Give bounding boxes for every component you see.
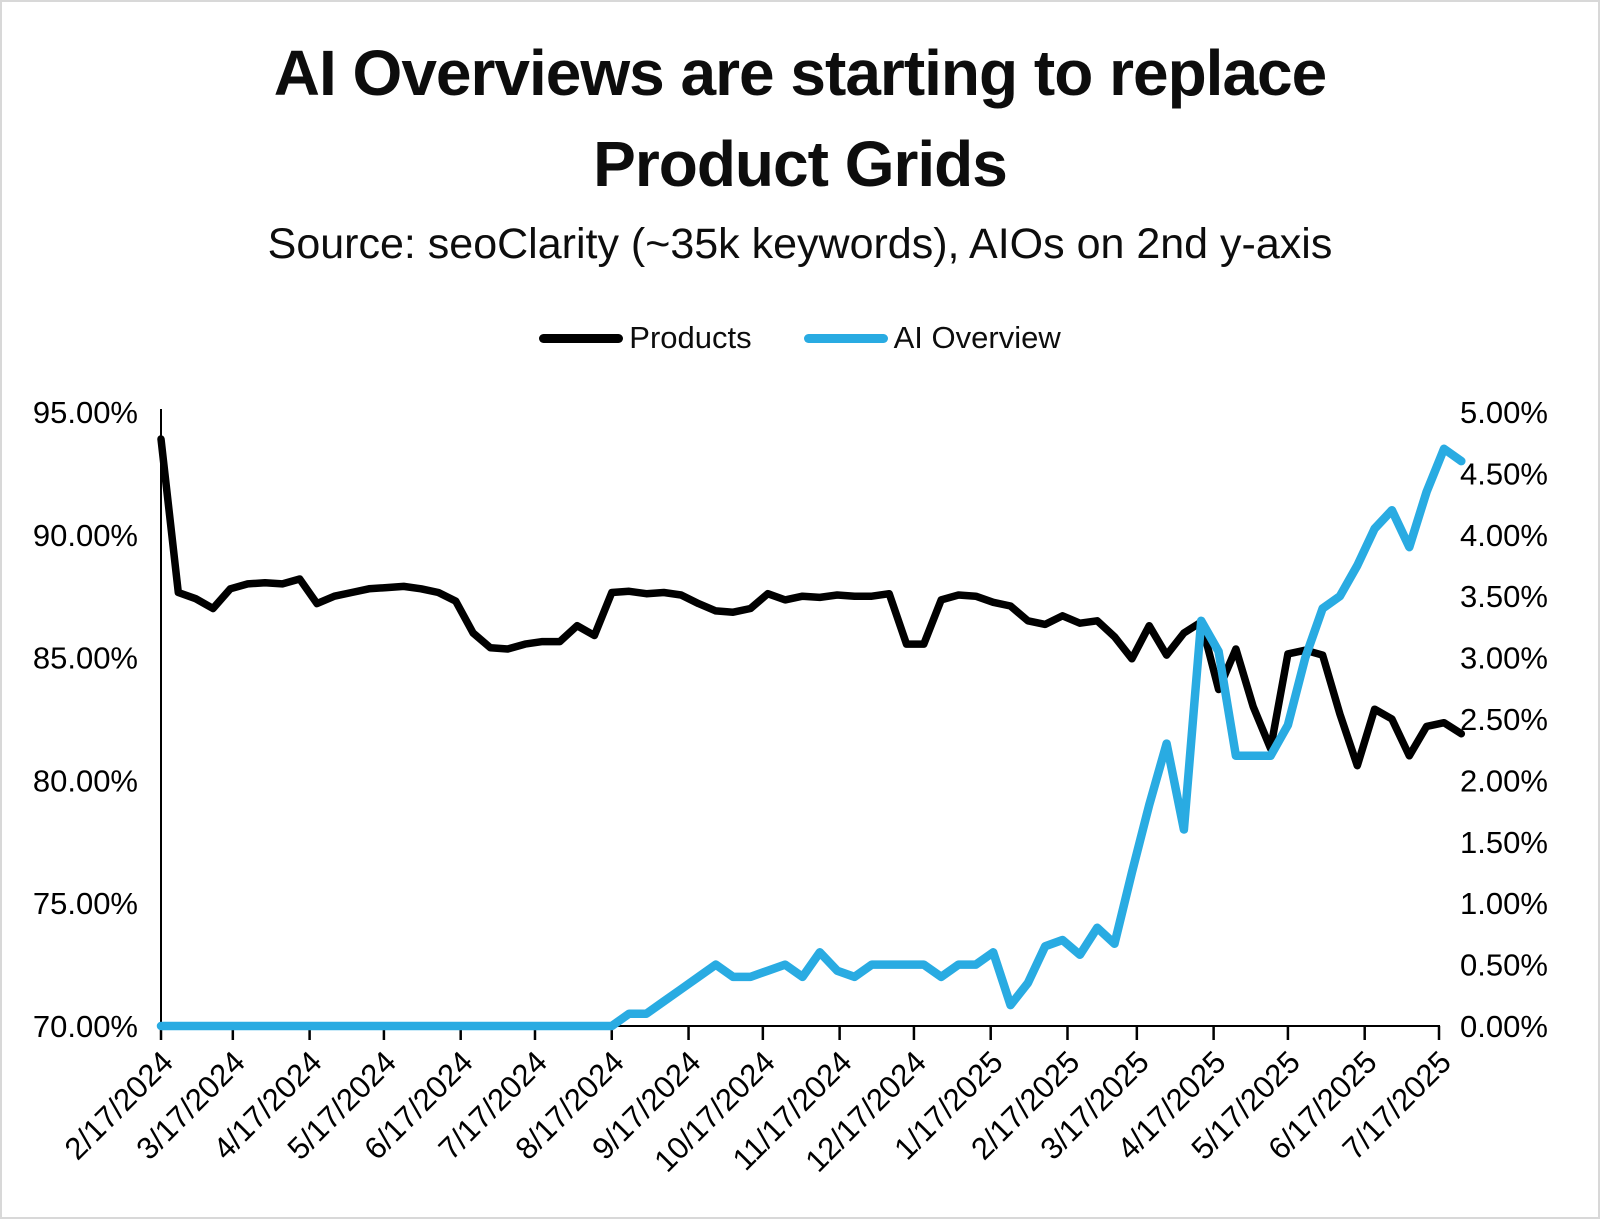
left-axis-tick-label: 75.00% <box>33 886 138 921</box>
right-axis-tick-label: 0.50% <box>1460 948 1548 983</box>
right-axis-tick-label: 1.50% <box>1460 825 1548 860</box>
legend-item-ai-overview: AI Overview <box>803 320 1061 356</box>
series-line-ai-overview <box>156 444 1466 1031</box>
left-axis-tick-label: 80.00% <box>33 763 138 798</box>
products-line-swatch-icon <box>539 333 624 343</box>
series-line-products <box>157 435 1466 770</box>
left-axis-tick-label: 85.00% <box>33 641 138 676</box>
right-axis-tick-label: 3.00% <box>1460 641 1548 676</box>
left-axis-tick-label: 90.00% <box>33 518 138 553</box>
chart-title-line2: Product Grids <box>593 127 1008 200</box>
left-axis-tick-label: 70.00% <box>33 1009 138 1044</box>
legend-item-products: Products <box>539 320 752 356</box>
ai-overview-line-swatch-icon <box>803 333 888 343</box>
chart-subtitle: Source: seoClarity (~35k keywords), AIOs… <box>267 220 1333 268</box>
right-axis-tick-label: 2.50% <box>1460 702 1548 737</box>
right-axis-tick-label: 3.50% <box>1460 579 1548 614</box>
right-axis-tick-label: 1.00% <box>1460 886 1548 921</box>
right-axis-tick-label: 2.00% <box>1460 763 1548 798</box>
right-axis-tick-label: 0.00% <box>1460 1009 1548 1044</box>
left-axis-tick-label: 95.00% <box>33 395 138 430</box>
legend-label-products: Products <box>629 320 752 355</box>
legend: Products AI Overview <box>2 320 1598 356</box>
chart-title: AI Overviews are starting to replace Pro… <box>2 28 1598 210</box>
right-axis-tick-label: 5.00% <box>1460 395 1548 430</box>
right-axis-tick-label: 4.50% <box>1460 456 1548 491</box>
legend-label-ai-overview: AI Overview <box>893 320 1061 355</box>
chart-title-line1: AI Overviews are starting to replace <box>273 37 1327 109</box>
right-axis-tick-label: 4.00% <box>1460 518 1548 553</box>
